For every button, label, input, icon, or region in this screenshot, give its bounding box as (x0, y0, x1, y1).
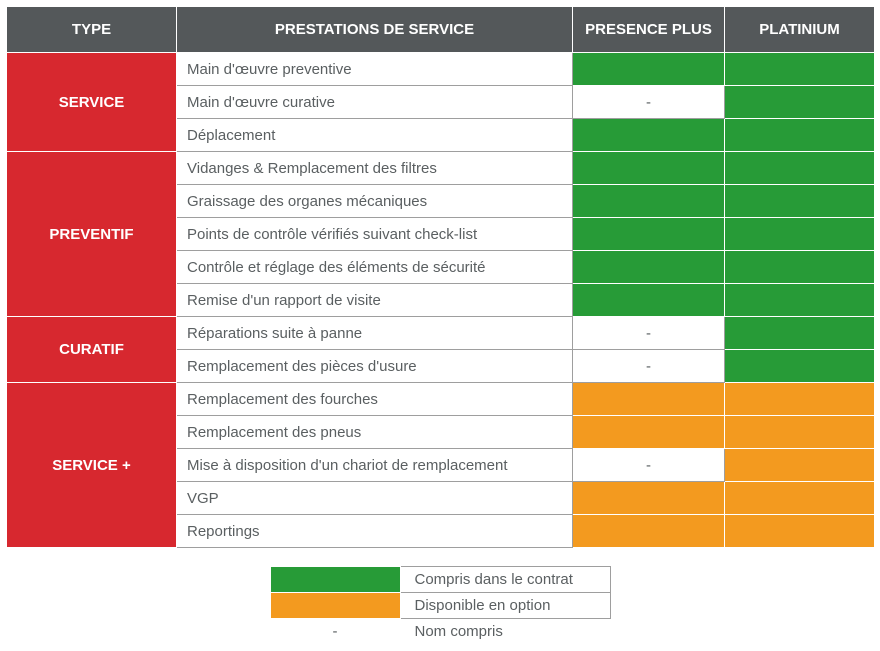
plan-b-status-cell (725, 515, 875, 548)
plan-a-status-cell (573, 152, 725, 185)
plan-a-status-cell (573, 185, 725, 218)
service-label: Remplacement des fourches (177, 383, 573, 416)
plan-a-status-cell (573, 119, 725, 152)
plan-b-status-cell (725, 383, 875, 416)
legend-label: Nom compris (400, 619, 610, 645)
plan-a-status-cell: - (573, 449, 725, 482)
service-label: Reportings (177, 515, 573, 548)
legend-row: -Nom compris (270, 619, 610, 645)
service-label: VGP (177, 482, 573, 515)
table-row: CURATIFRéparations suite à panne- (7, 317, 875, 350)
plan-b-status-cell (725, 251, 875, 284)
plan-b-status-cell (725, 317, 875, 350)
plan-b-status-cell (725, 482, 875, 515)
plan-a-status-cell (573, 284, 725, 317)
service-label: Main d'œuvre preventive (177, 53, 573, 86)
plan-b-status-cell (725, 53, 875, 86)
col-header-type: TYPE (7, 7, 177, 53)
plan-b-status-cell (725, 152, 875, 185)
category-cell: SERVICE + (7, 383, 177, 548)
plan-b-status-cell (725, 350, 875, 383)
plan-a-status-cell: - (573, 317, 725, 350)
legend-swatch (270, 567, 400, 593)
table-row: PREVENTIFVidanges & Remplacement des fil… (7, 152, 875, 185)
plan-b-status-cell (725, 86, 875, 119)
legend-row: Compris dans le contrat (270, 567, 610, 593)
plan-a-status-cell (573, 416, 725, 449)
legend-swatch (270, 593, 400, 619)
legend-table: Compris dans le contratDisponible en opt… (270, 566, 611, 645)
plan-b-status-cell (725, 119, 875, 152)
service-label: Points de contrôle vérifiés suivant chec… (177, 218, 573, 251)
plan-a-status-cell: - (573, 350, 725, 383)
plan-b-status-cell (725, 449, 875, 482)
col-header-service: PRESTATIONS DE SERVICE (177, 7, 573, 53)
category-cell: CURATIF (7, 317, 177, 383)
col-header-plan-b: PLATINIUM (725, 7, 875, 53)
service-label: Réparations suite à panne (177, 317, 573, 350)
plan-b-status-cell (725, 284, 875, 317)
service-matrix-table: TYPE PRESTATIONS DE SERVICE PRESENCE PLU… (6, 6, 875, 548)
table-row: SERVICE +Remplacement des fourches (7, 383, 875, 416)
category-cell: PREVENTIF (7, 152, 177, 317)
service-label: Déplacement (177, 119, 573, 152)
service-label: Graissage des organes mécaniques (177, 185, 573, 218)
legend-label: Disponible en option (400, 593, 610, 619)
plan-a-status-cell (573, 482, 725, 515)
service-label: Mise à disposition d'un chariot de rempl… (177, 449, 573, 482)
service-label: Vidanges & Remplacement des filtres (177, 152, 573, 185)
plan-a-status-cell (573, 218, 725, 251)
table-row: SERVICEMain d'œuvre preventive (7, 53, 875, 86)
legend-row: Disponible en option (270, 593, 610, 619)
plan-a-status-cell (573, 53, 725, 86)
service-label: Remise d'un rapport de visite (177, 284, 573, 317)
plan-a-status-cell (573, 515, 725, 548)
legend-label: Compris dans le contrat (400, 567, 610, 593)
plan-a-status-cell: - (573, 86, 725, 119)
category-cell: SERVICE (7, 53, 177, 152)
plan-b-status-cell (725, 185, 875, 218)
header-row: TYPE PRESTATIONS DE SERVICE PRESENCE PLU… (7, 7, 875, 53)
legend-swatch: - (270, 619, 400, 645)
col-header-plan-a: PRESENCE PLUS (573, 7, 725, 53)
plan-b-status-cell (725, 416, 875, 449)
service-label: Contrôle et réglage des éléments de sécu… (177, 251, 573, 284)
plan-b-status-cell (725, 218, 875, 251)
service-label: Main d'œuvre curative (177, 86, 573, 119)
plan-a-status-cell (573, 251, 725, 284)
service-label: Remplacement des pièces d'usure (177, 350, 573, 383)
service-label: Remplacement des pneus (177, 416, 573, 449)
plan-a-status-cell (573, 383, 725, 416)
